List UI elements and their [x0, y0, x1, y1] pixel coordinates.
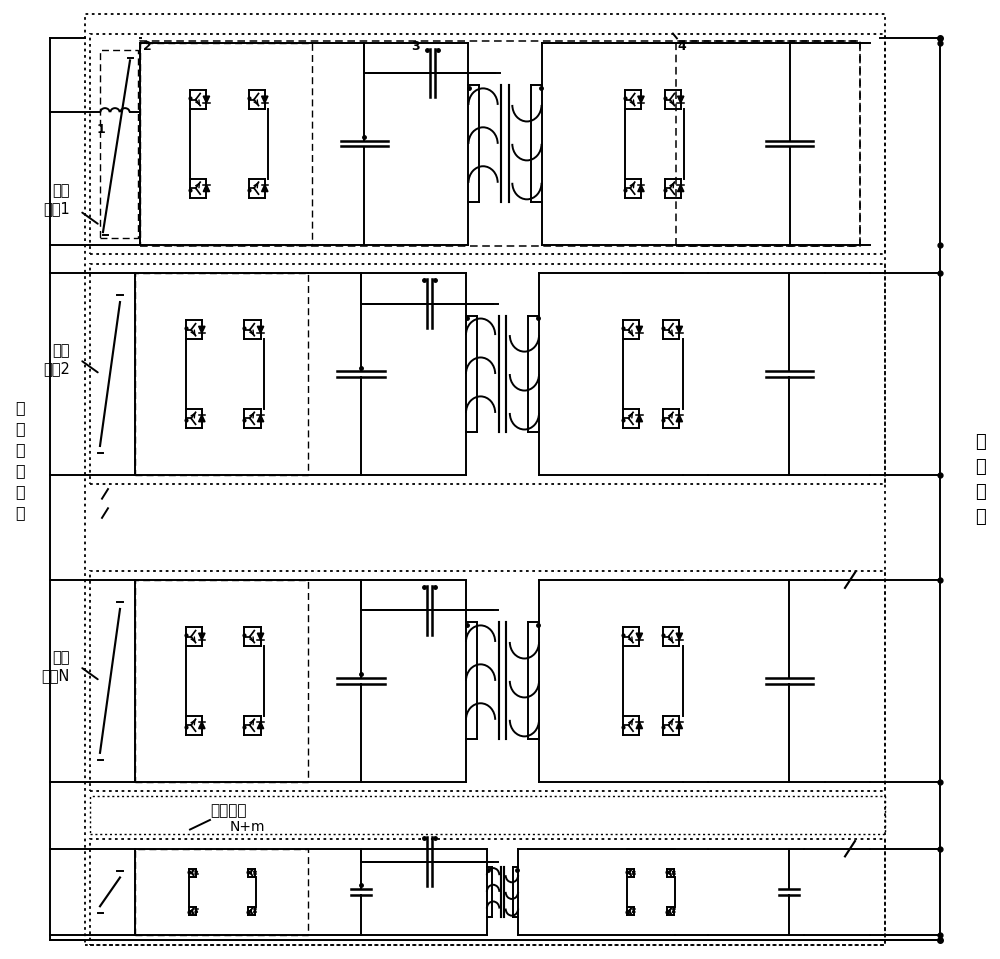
- Polygon shape: [672, 872, 675, 875]
- Bar: [85, 14, 885, 945]
- Polygon shape: [677, 96, 684, 103]
- Text: 单
相
交
流
输
入: 单 相 交 流 输 入: [15, 400, 25, 521]
- Polygon shape: [257, 326, 264, 333]
- Polygon shape: [676, 415, 683, 422]
- Bar: [676, 41, 860, 246]
- Bar: [100, 50, 138, 238]
- Polygon shape: [199, 722, 205, 729]
- Text: N+m: N+m: [230, 820, 266, 833]
- Text: 1: 1: [97, 123, 106, 136]
- Polygon shape: [632, 909, 635, 912]
- Text: 功率
模块N: 功率 模块N: [42, 650, 70, 683]
- Polygon shape: [638, 185, 644, 192]
- Bar: [135, 849, 308, 935]
- Polygon shape: [203, 185, 210, 192]
- Polygon shape: [195, 909, 198, 912]
- Polygon shape: [199, 633, 205, 640]
- Bar: [90, 796, 885, 834]
- Bar: [90, 571, 885, 791]
- Polygon shape: [203, 96, 210, 103]
- Polygon shape: [676, 326, 683, 333]
- Polygon shape: [257, 722, 264, 729]
- Polygon shape: [262, 96, 268, 103]
- Polygon shape: [676, 722, 683, 729]
- Bar: [90, 264, 885, 484]
- Text: 功率
模块1: 功率 模块1: [43, 183, 70, 216]
- Text: 功率
模块2: 功率 模块2: [43, 343, 70, 376]
- Polygon shape: [677, 185, 684, 192]
- Polygon shape: [195, 872, 198, 875]
- Bar: [90, 839, 885, 945]
- Polygon shape: [636, 326, 643, 333]
- Polygon shape: [636, 633, 643, 640]
- Bar: [90, 34, 885, 254]
- Text: 2: 2: [143, 40, 152, 54]
- Polygon shape: [199, 326, 205, 333]
- Polygon shape: [632, 872, 635, 875]
- Polygon shape: [199, 415, 205, 422]
- Polygon shape: [257, 633, 264, 640]
- Polygon shape: [636, 722, 643, 729]
- Polygon shape: [636, 415, 643, 422]
- Polygon shape: [254, 872, 256, 875]
- Polygon shape: [676, 633, 683, 640]
- Polygon shape: [638, 96, 644, 103]
- Text: 3: 3: [411, 40, 420, 54]
- Bar: [140, 43, 312, 245]
- Text: 4: 4: [678, 40, 687, 54]
- Polygon shape: [257, 415, 264, 422]
- Polygon shape: [254, 909, 256, 912]
- Text: 功率模块: 功率模块: [210, 803, 246, 818]
- Text: 直
流
母
线: 直 流 母 线: [975, 433, 985, 526]
- Bar: [135, 580, 308, 782]
- Polygon shape: [262, 185, 268, 192]
- Bar: [140, 41, 860, 246]
- Bar: [135, 273, 308, 475]
- Polygon shape: [672, 909, 675, 912]
